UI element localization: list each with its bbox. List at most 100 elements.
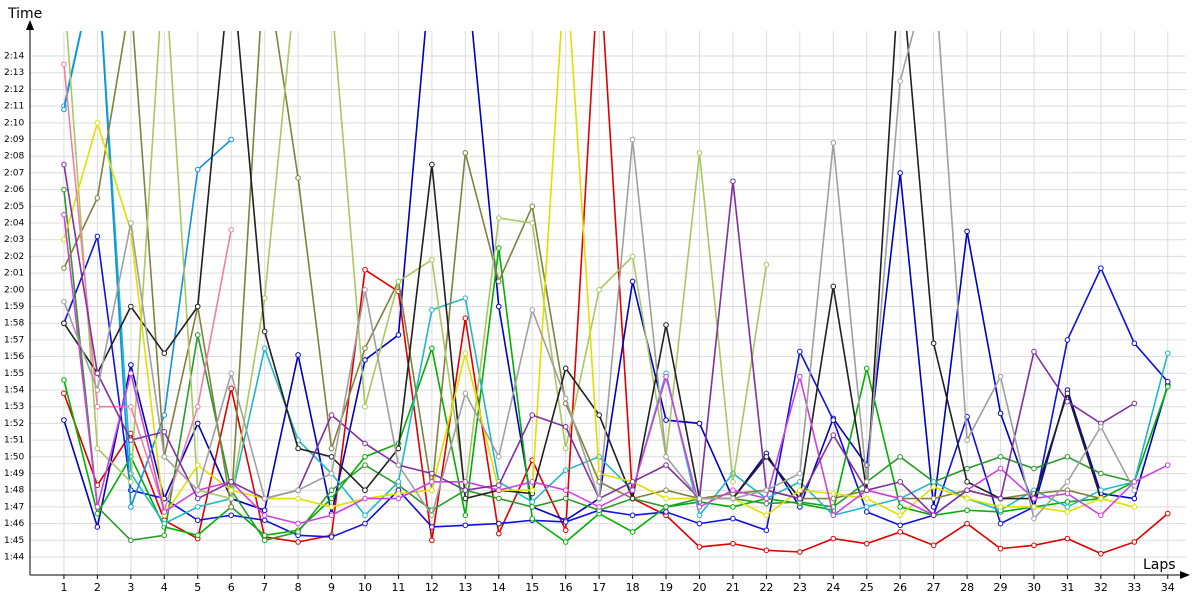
x-tick-label: 1 — [60, 581, 67, 594]
point — [562, 423, 569, 430]
point — [194, 166, 201, 173]
point — [362, 495, 368, 502]
point — [897, 529, 903, 535]
point — [395, 462, 402, 468]
point — [228, 136, 234, 143]
point — [1064, 390, 1071, 397]
point — [61, 377, 67, 383]
point — [128, 437, 134, 443]
point — [362, 462, 368, 468]
point — [61, 61, 67, 68]
point — [663, 322, 669, 328]
point — [261, 512, 268, 519]
point — [730, 479, 736, 485]
point — [161, 428, 168, 435]
point — [1131, 340, 1138, 347]
point — [362, 357, 368, 363]
point — [429, 524, 435, 530]
point — [495, 487, 502, 494]
point — [529, 220, 536, 226]
x-tick-label: 4 — [161, 581, 168, 594]
point — [629, 487, 636, 494]
x-tick-label: 16 — [559, 581, 573, 594]
y-tick-label: 1:56 — [4, 352, 24, 362]
point — [596, 495, 602, 502]
point — [663, 373, 669, 380]
point — [663, 495, 669, 502]
point — [328, 445, 335, 452]
y-tick-label: 1:50 — [4, 452, 24, 462]
point — [964, 487, 970, 494]
point — [462, 150, 469, 156]
point — [964, 507, 970, 514]
x-tick-label: 2 — [94, 581, 101, 594]
y-tick-label: 2:07 — [4, 168, 24, 178]
point — [161, 509, 168, 515]
point — [696, 495, 703, 502]
point — [495, 303, 502, 310]
point — [128, 504, 134, 510]
point — [629, 278, 636, 285]
series-line — [63, 31, 1169, 555]
y-axis-arrow — [26, 20, 34, 30]
point — [663, 417, 669, 423]
point — [194, 403, 201, 410]
point — [997, 454, 1004, 460]
point — [763, 512, 770, 519]
point — [663, 454, 669, 460]
point — [730, 540, 736, 547]
point — [295, 529, 301, 535]
point — [328, 454, 335, 460]
series-line — [63, 31, 1102, 502]
series-line — [63, 31, 1169, 525]
point — [362, 512, 368, 519]
point — [194, 487, 201, 494]
y-tick-label: 1:55 — [4, 369, 24, 379]
point — [964, 437, 970, 443]
point — [495, 482, 502, 488]
point — [763, 527, 770, 534]
x-tick-label: 34 — [1161, 581, 1175, 594]
point — [797, 487, 803, 494]
point — [997, 504, 1004, 510]
point — [897, 522, 903, 529]
point — [228, 512, 234, 519]
point — [94, 510, 101, 517]
point — [395, 490, 402, 497]
point — [1064, 454, 1071, 460]
x-tick-label: 31 — [1060, 581, 1074, 594]
point — [1098, 265, 1104, 271]
point — [429, 512, 435, 519]
point — [964, 479, 970, 485]
point — [194, 504, 201, 510]
point — [429, 479, 435, 485]
point — [629, 136, 636, 143]
point — [94, 524, 101, 530]
point — [562, 495, 569, 502]
point — [562, 445, 569, 452]
point — [429, 537, 435, 544]
point — [897, 495, 903, 502]
point — [797, 495, 803, 502]
point — [730, 178, 736, 185]
point — [1131, 495, 1138, 502]
point — [629, 479, 636, 485]
point — [462, 495, 469, 502]
point — [1164, 510, 1171, 517]
x-tick-label: 24 — [826, 581, 840, 594]
point — [1131, 400, 1138, 407]
point — [362, 440, 368, 447]
point — [429, 161, 435, 168]
point — [94, 387, 101, 393]
y-tick-label: 2:04 — [4, 219, 24, 229]
point — [1098, 512, 1104, 519]
point — [830, 417, 837, 423]
grid — [30, 31, 1186, 575]
point — [61, 161, 67, 168]
point — [897, 512, 903, 519]
point — [94, 403, 101, 410]
point — [1064, 509, 1071, 515]
point — [161, 532, 168, 539]
point — [930, 512, 937, 519]
